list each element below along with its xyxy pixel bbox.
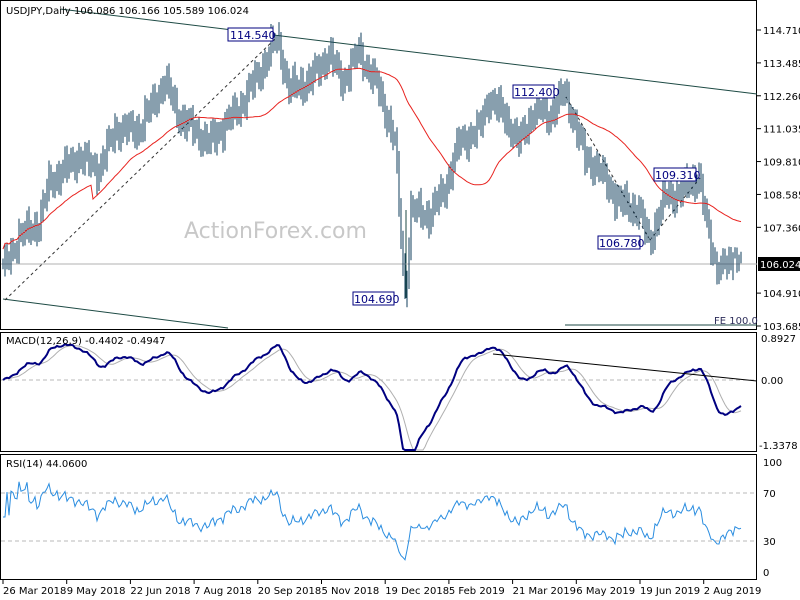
dashed-projection-2 xyxy=(565,96,651,241)
price-axis-label: 109.810 xyxy=(763,158,800,169)
label-114540: 114.540 xyxy=(227,27,276,42)
fe-label: FE 100.0 xyxy=(714,316,758,327)
macd-signal-line xyxy=(2,344,742,451)
dashed-projection-3 xyxy=(649,177,701,241)
macd-trendline xyxy=(492,353,758,382)
symbol-timeframe: USDJPY,Daily xyxy=(6,6,71,17)
watermark: ActionForex.com xyxy=(184,219,367,244)
rsi-line xyxy=(3,481,742,561)
price-panel xyxy=(0,0,757,330)
current-price-tag xyxy=(758,257,800,271)
time-axis-label: 7 Aug 2018 xyxy=(194,586,252,597)
price-axis-label: 108.585 xyxy=(763,190,800,201)
macd-panel xyxy=(0,332,757,452)
time-axis: 26 Mar 2018 9 May 2018 22 Jun 2018 7 Aug 20… xyxy=(2,580,762,597)
svg-text:106.780: 106.780 xyxy=(599,237,645,250)
price-axis: 114.710 113.485 112.260 111.035 109.810 108.5… xyxy=(757,26,800,333)
time-axis-label: 26 Mar 2018 xyxy=(3,586,66,597)
rsi-label: RSI(14) 44.0600 xyxy=(6,459,87,470)
time-axis-label: 20 Sep 2018 xyxy=(258,586,321,597)
macd-axis-top: 0.8927 xyxy=(761,334,796,345)
dashed-projection-1 xyxy=(4,37,277,301)
rsi-axis-0: 0 xyxy=(763,568,769,579)
price-axis-label: 104.910 xyxy=(763,289,800,300)
moving-average-line xyxy=(2,67,742,250)
current-price-value: 106.024 xyxy=(760,260,800,271)
macd-axis-bottom: -1.3378 xyxy=(759,441,798,452)
rsi-axis-70: 70 xyxy=(763,489,776,500)
lower-trendline xyxy=(2,298,229,329)
price-axis-label: 111.035 xyxy=(763,125,800,136)
time-axis-label: 22 Jun 2018 xyxy=(130,586,190,597)
time-axis-label: 19 Dec 2018 xyxy=(385,586,449,597)
svg-text:104.690: 104.690 xyxy=(354,293,400,306)
macd-axis-zero: 0.00 xyxy=(761,376,783,387)
ohlc-values: 106.086 106.166 105.589 106.024 xyxy=(74,6,249,17)
time-axis-label: 19 Jun 2019 xyxy=(640,586,700,597)
label-106780: 106.780 xyxy=(597,235,645,250)
time-axis-label: 6 May 2019 xyxy=(576,586,635,597)
price-axis-label: 114.710 xyxy=(763,26,800,37)
price-bars xyxy=(2,22,742,308)
label-109310: 109.310 xyxy=(653,167,701,182)
label-112400: 112.400 xyxy=(512,84,560,99)
time-axis-label: 5 Feb 2019 xyxy=(449,586,505,597)
time-axis-label: 5 Nov 2018 xyxy=(322,586,380,597)
rsi-axis-100: 100 xyxy=(763,458,782,469)
price-axis-label: 107.360 xyxy=(763,223,800,234)
svg-text:112.400: 112.400 xyxy=(514,86,560,99)
svg-text:114.540: 114.540 xyxy=(230,29,276,42)
rsi-panel xyxy=(0,454,757,580)
label-104690: 104.690 xyxy=(352,291,400,306)
time-axis-label: 9 May 2018 xyxy=(67,586,126,597)
time-axis-label: 2 Aug 2019 xyxy=(704,586,762,597)
svg-text:109.310: 109.310 xyxy=(655,169,701,182)
price-axis-label: 103.685 xyxy=(763,322,800,333)
macd-line xyxy=(2,342,742,451)
upper-trendline xyxy=(59,8,758,95)
price-axis-label: 113.485 xyxy=(763,59,800,70)
macd-label: MACD(12,26,9) -0.4402 -0.4947 xyxy=(6,336,166,347)
rsi-axis-30: 30 xyxy=(763,537,776,548)
time-axis-label: 21 Mar 2019 xyxy=(513,586,576,597)
price-axis-label: 112.260 xyxy=(763,92,800,103)
